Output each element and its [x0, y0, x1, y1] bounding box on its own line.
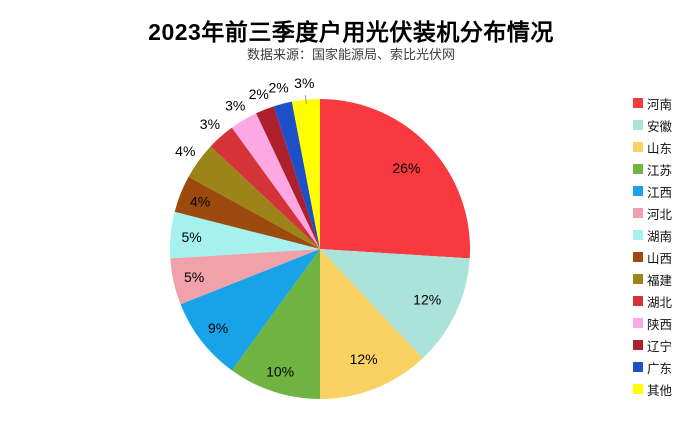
legend-item-安徽: 安徽 — [633, 114, 672, 136]
legend-swatch-icon — [633, 362, 643, 372]
pie-slice-辽宁 — [256, 106, 320, 249]
pie-slice-安徽 — [320, 249, 470, 359]
pie-label-山东: 12% — [350, 351, 378, 367]
legend-item-福建: 福建 — [633, 268, 672, 290]
legend-item-其他: 其他 — [633, 378, 672, 400]
legend-item-山西: 山西 — [633, 246, 672, 268]
legend-swatch-icon — [633, 120, 643, 130]
legend-swatch-icon — [633, 186, 643, 196]
pie-label-江西: 9% — [208, 320, 228, 336]
chart-subtitle: 数据来源：国家能源局、索比光伏网 — [246, 47, 455, 62]
pie-slice-湖南 — [170, 211, 320, 259]
pie-slice-陕西 — [231, 113, 320, 249]
legend-swatch-icon — [633, 318, 643, 328]
legend-item-广东: 广东 — [633, 356, 672, 378]
legend-label: 陕西 — [647, 317, 673, 332]
legend-swatch-icon — [633, 230, 643, 240]
legend-swatch-icon — [633, 296, 643, 306]
pie-label-山西: 4% — [190, 194, 210, 210]
legend-item-湖南: 湖南 — [633, 224, 672, 246]
legend-label: 河北 — [647, 207, 673, 222]
legend-item-山东: 山东 — [633, 136, 672, 158]
legend-label: 山西 — [647, 251, 673, 266]
pie-slice-山西 — [174, 176, 320, 249]
legend-label: 其他 — [647, 383, 673, 398]
pie-slice-河北 — [170, 249, 320, 305]
legend-item-湖北: 湖北 — [633, 290, 672, 312]
legend-item-河北: 河北 — [633, 202, 672, 224]
legend: 河南安徽山东江苏江西河北湖南山西福建湖北陕西辽宁广东其他 — [633, 92, 672, 400]
pie-label-福建: 4% — [175, 143, 195, 159]
legend-item-江苏: 江苏 — [633, 158, 672, 180]
leader-line — [305, 95, 307, 105]
legend-label: 福建 — [647, 273, 673, 288]
legend-label: 河南 — [647, 97, 673, 112]
legend-swatch-icon — [633, 208, 643, 218]
pie-label-江苏: 10% — [266, 364, 294, 380]
pie-label-湖南: 5% — [181, 229, 201, 245]
legend-label: 湖北 — [647, 295, 673, 310]
legend-swatch-icon — [633, 142, 643, 152]
pie-label-河北: 5% — [184, 269, 204, 285]
legend-label: 安徽 — [647, 119, 673, 134]
legend-swatch-icon — [633, 98, 643, 108]
pie-slice-其他 — [291, 99, 320, 249]
pie-label-河南: 26% — [392, 160, 420, 176]
legend-label: 广东 — [647, 361, 673, 376]
pie-slice-湖北 — [210, 127, 320, 249]
pie-label-辽宁: 2% — [249, 86, 269, 102]
legend-swatch-icon — [633, 340, 643, 350]
pie-slice-河南 — [320, 99, 470, 259]
legend-label: 江西 — [647, 185, 673, 200]
legend-swatch-icon — [633, 164, 643, 174]
pie-slice-山东 — [320, 249, 423, 399]
legend-label: 江苏 — [647, 163, 673, 178]
pie-label-陕西: 3% — [225, 98, 245, 114]
pie-label-安徽: 12% — [413, 292, 441, 308]
pie-slice-江西 — [180, 249, 320, 371]
pie-slice-江苏 — [231, 249, 320, 399]
legend-item-河南: 河南 — [633, 92, 672, 114]
legend-label: 辽宁 — [647, 339, 673, 354]
pie-slice-广东 — [273, 101, 320, 249]
legend-swatch-icon — [633, 384, 643, 394]
legend-item-陕西: 陕西 — [633, 312, 672, 334]
legend-label: 湖南 — [647, 229, 673, 244]
legend-swatch-icon — [633, 274, 643, 284]
chart-title: 2023年前三季度户用光伏装机分布情况 — [148, 19, 554, 45]
legend-item-江西: 江西 — [633, 180, 672, 202]
legend-item-辽宁: 辽宁 — [633, 334, 672, 356]
pie-label-其他: 3% — [294, 75, 314, 91]
legend-label: 山东 — [647, 141, 673, 156]
pie-label-湖北: 3% — [200, 116, 220, 132]
pie-slice-福建 — [188, 146, 320, 249]
pie-label-广东: 2% — [268, 80, 288, 96]
legend-swatch-icon — [633, 252, 643, 262]
